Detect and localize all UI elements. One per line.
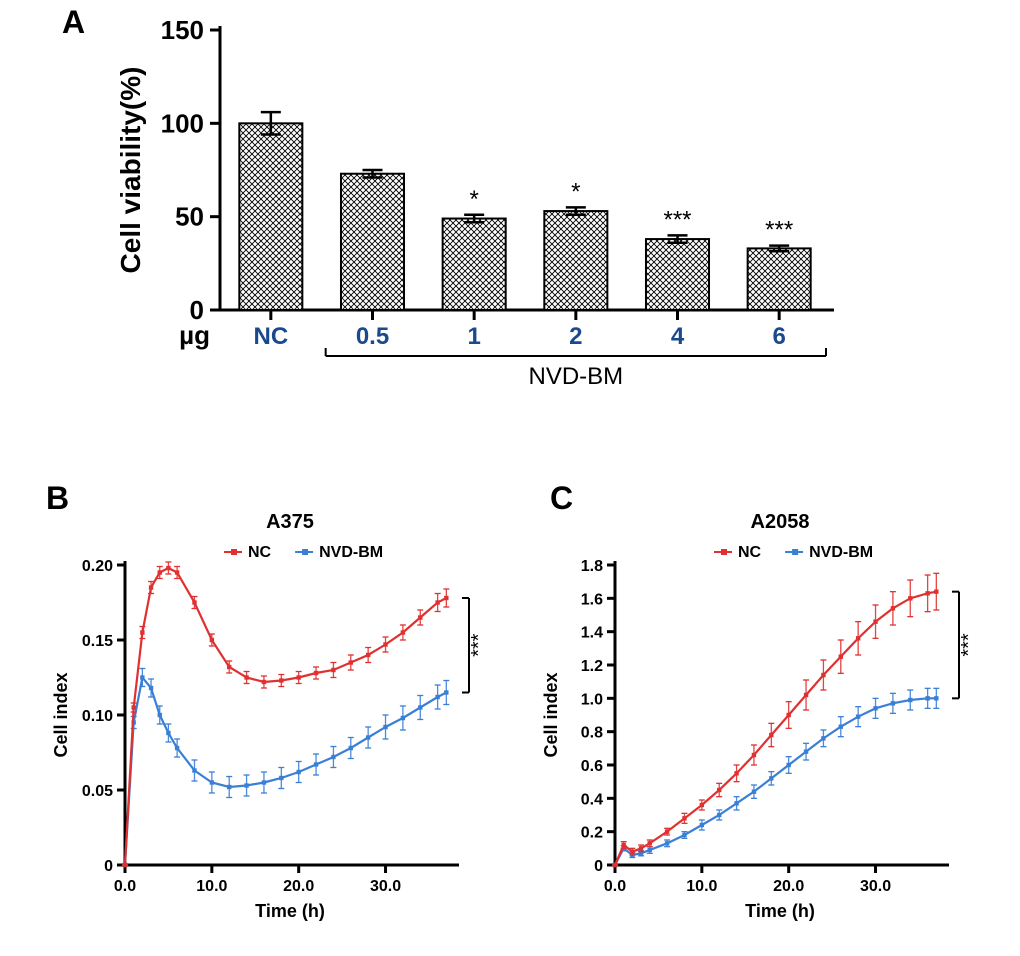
- svg-text:0.15: 0.15: [82, 633, 113, 650]
- svg-text:***: ***: [958, 633, 980, 657]
- bar: [341, 174, 404, 310]
- svg-text:*: *: [571, 178, 580, 205]
- svg-text:0.8: 0.8: [581, 725, 603, 742]
- svg-text:Time (h): Time (h): [255, 901, 325, 921]
- svg-text:***: ***: [765, 217, 793, 244]
- svg-text:0: 0: [104, 858, 113, 875]
- series-line: [125, 678, 446, 866]
- svg-text:150: 150: [161, 15, 204, 45]
- svg-text:30.0: 30.0: [370, 878, 401, 895]
- svg-text:50: 50: [175, 202, 204, 232]
- svg-text:NC: NC: [248, 544, 272, 561]
- svg-text:0.5: 0.5: [356, 323, 389, 350]
- svg-text:NVD-BM: NVD-BM: [809, 544, 873, 561]
- bar: [544, 211, 607, 310]
- svg-text:20.0: 20.0: [773, 878, 804, 895]
- svg-text:0.6: 0.6: [581, 758, 603, 775]
- svg-text:20.0: 20.0: [283, 878, 314, 895]
- svg-text:Time (h): Time (h): [745, 901, 815, 921]
- svg-text:0.4: 0.4: [581, 791, 603, 808]
- svg-text:1.4: 1.4: [581, 625, 603, 642]
- figure: A B C 050100150Cell viability(%)NC0.5*1*…: [0, 0, 1020, 956]
- svg-text:1.2: 1.2: [581, 658, 603, 675]
- svg-text:0.10: 0.10: [82, 708, 113, 725]
- bar: [239, 123, 302, 310]
- svg-text:0.0: 0.0: [114, 878, 136, 895]
- svg-text:1: 1: [467, 323, 480, 350]
- svg-text:*: *: [469, 186, 478, 213]
- svg-text:Cell viability(%): Cell viability(%): [115, 67, 146, 274]
- svg-text:0.05: 0.05: [82, 783, 113, 800]
- svg-text:4: 4: [671, 323, 685, 350]
- svg-text:µg: µg: [179, 320, 210, 350]
- svg-text:NVD-BM: NVD-BM: [319, 544, 383, 561]
- chart-bar-viability: 050100150Cell viability(%)NC0.5*1*2***4*…: [90, 10, 850, 450]
- svg-text:Cell index: Cell index: [541, 672, 561, 757]
- bar: [646, 239, 709, 310]
- svg-text:NC: NC: [253, 323, 288, 350]
- svg-text:1.0: 1.0: [581, 691, 603, 708]
- svg-text:0.0: 0.0: [604, 878, 626, 895]
- svg-text:0.2: 0.2: [581, 825, 603, 842]
- svg-text:1.6: 1.6: [581, 591, 603, 608]
- svg-text:2: 2: [569, 323, 582, 350]
- svg-text:NVD-BM: NVD-BM: [528, 363, 623, 390]
- svg-text:***: ***: [663, 206, 691, 233]
- svg-text:10.0: 10.0: [686, 878, 717, 895]
- series-line: [125, 568, 446, 865]
- svg-text:Cell index: Cell index: [51, 672, 71, 757]
- svg-text:30.0: 30.0: [860, 878, 891, 895]
- svg-text:NC: NC: [738, 544, 762, 561]
- svg-text:A375: A375: [266, 511, 314, 533]
- chart-line-a2058: A2058 NC NVD-BM 0 0.2 0.4 0.6 0.8 1.0 1.2 1.4 1.6 1.…: [530, 500, 1000, 940]
- panel-label-a: A: [62, 4, 85, 41]
- svg-text:6: 6: [772, 323, 785, 350]
- bar: [443, 219, 506, 310]
- svg-text:10.0: 10.0: [196, 878, 227, 895]
- svg-text:0.20: 0.20: [82, 558, 113, 575]
- svg-text:***: ***: [468, 633, 490, 657]
- series-line: [615, 698, 936, 865]
- chart-line-a375: A375 NC NVD-BM 0 0.05 0.10 0.15 0.20 0.0 10.0 20.0…: [40, 500, 510, 940]
- svg-text:A2058: A2058: [751, 511, 810, 533]
- series-line: [615, 592, 936, 865]
- svg-text:0: 0: [594, 858, 603, 875]
- svg-text:100: 100: [161, 108, 204, 138]
- bar: [748, 248, 811, 310]
- svg-text:1.8: 1.8: [581, 558, 603, 575]
